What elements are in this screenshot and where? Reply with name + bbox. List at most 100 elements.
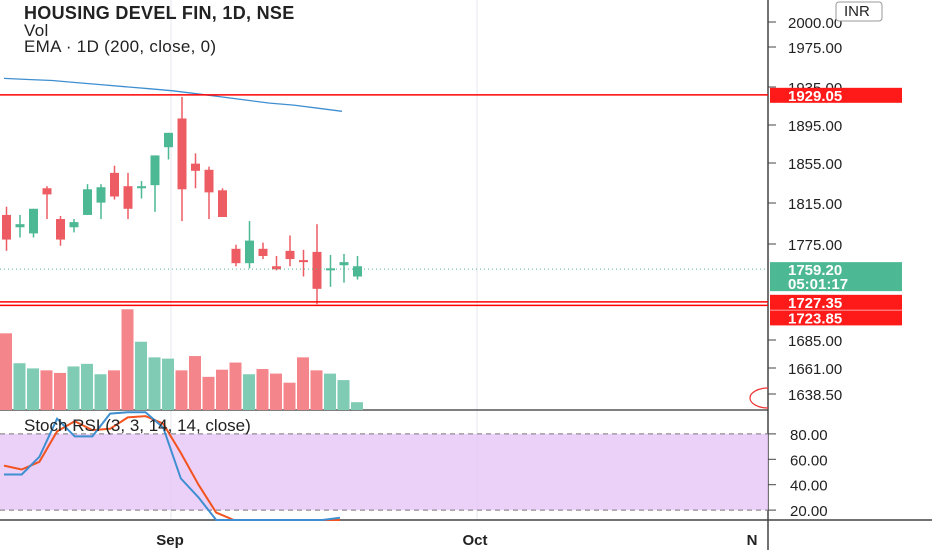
candle-body <box>69 222 79 228</box>
candle-body <box>245 240 254 264</box>
candle-body <box>218 190 227 217</box>
volume-bar <box>162 358 174 410</box>
volume-bar <box>243 374 255 410</box>
candle <box>56 215 65 246</box>
price-tag-bg <box>770 262 902 278</box>
candle-body <box>164 132 173 148</box>
price-tag: 1759.20 <box>770 262 902 279</box>
alert-arc <box>749 387 769 409</box>
price-axis: 2000.001975.001935.001895.001855.001815.… <box>749 1 883 520</box>
candle-body <box>353 266 362 277</box>
price-tick-label: 2000.00 <box>788 15 842 32</box>
volume-bar <box>175 370 188 410</box>
volume-bar <box>108 370 120 410</box>
candle <box>83 184 92 215</box>
candle <box>69 219 79 233</box>
volume-bar <box>121 309 134 410</box>
candle-body <box>177 118 187 190</box>
volume-bar <box>148 357 161 410</box>
candle <box>164 132 173 160</box>
candle <box>339 253 349 283</box>
candle-body <box>123 186 133 209</box>
candle-body <box>15 224 25 228</box>
price-tick-label: 1685.00 <box>788 333 842 350</box>
volume-bar <box>297 357 309 410</box>
price-tick-label: 1855.00 <box>788 156 842 173</box>
volume-bar <box>54 372 66 410</box>
price-tag-label: 05:01:17 <box>788 276 848 293</box>
volume-bar <box>202 376 215 410</box>
candle-body <box>299 260 308 263</box>
time-tick-label: N <box>747 532 758 549</box>
candle-body <box>2 214 11 240</box>
candle <box>137 181 146 199</box>
candle-body <box>285 250 295 260</box>
candle <box>353 255 362 280</box>
volume-bar <box>351 402 363 410</box>
candle <box>123 172 133 220</box>
candle <box>29 208 38 238</box>
price-tick-label: 1895.00 <box>788 118 842 135</box>
candle <box>204 166 214 220</box>
chart-title: HOUSING DEVEL FIN, 1D, NSE <box>24 3 295 23</box>
price-tick-label: 1975.00 <box>788 40 842 57</box>
price-tag-label: 1727.35 <box>788 295 842 312</box>
currency-label: INR <box>844 3 870 20</box>
candle <box>312 224 322 305</box>
stoch-panel <box>0 411 768 521</box>
candle-body <box>56 219 65 240</box>
candle-body <box>83 189 92 215</box>
volume-bar <box>256 369 269 410</box>
ema-line <box>3 77 343 112</box>
price-tag-bg <box>770 294 902 310</box>
stoch-tick-label: 80.00 <box>790 427 828 444</box>
candle-body <box>231 248 241 264</box>
candle-body <box>191 163 200 171</box>
price-tag-bg <box>770 310 902 326</box>
price-tick-label: 1638.50 <box>788 387 842 404</box>
time-tick-label: Sep <box>156 532 184 549</box>
stoch-k-line <box>4 411 341 521</box>
volume-bar <box>189 356 201 410</box>
price-tick-label: 1815.00 <box>788 196 842 213</box>
volume-bar <box>67 366 80 410</box>
volume-bar <box>135 341 147 410</box>
volume-bar <box>27 368 39 410</box>
candle <box>245 221 254 269</box>
candle-body <box>137 186 146 189</box>
volume-bar <box>13 363 26 410</box>
candle <box>272 255 281 271</box>
candle-body <box>42 188 52 195</box>
candle <box>326 254 335 287</box>
price-tag: 1727.35 <box>770 294 902 312</box>
stoch-band <box>0 433 768 511</box>
candle-body <box>326 268 335 271</box>
time-axis: Sep Oct N <box>156 532 757 549</box>
price-tag: 1723.85 <box>770 310 902 327</box>
price-tick-label: 1775.00 <box>788 237 842 254</box>
candle <box>299 249 308 277</box>
candle-body <box>312 251 322 289</box>
volume-bar <box>94 374 107 410</box>
volume-bar <box>270 373 282 410</box>
stoch-legend: Stoch RSI (3, 3, 14, 14, close) <box>24 416 251 435</box>
candle-body <box>96 187 106 203</box>
ema-legend: EMA · 1D (200, close, 0) <box>24 37 217 56</box>
candle-body <box>272 266 281 270</box>
candles <box>2 96 362 305</box>
candle-body <box>204 169 214 193</box>
horizontal-lines <box>0 94 768 307</box>
time-tick-label: Oct <box>462 532 487 549</box>
price-tag-label: 1723.85 <box>788 310 842 327</box>
candle <box>2 206 11 251</box>
candle <box>231 244 241 267</box>
candle <box>258 242 268 260</box>
candle-body <box>150 155 160 186</box>
volume-bars <box>0 309 363 410</box>
currency-box <box>835 1 883 22</box>
price-tag-label: 1759.20 <box>788 262 842 279</box>
candle-body <box>29 208 38 234</box>
candle-body <box>339 262 349 266</box>
